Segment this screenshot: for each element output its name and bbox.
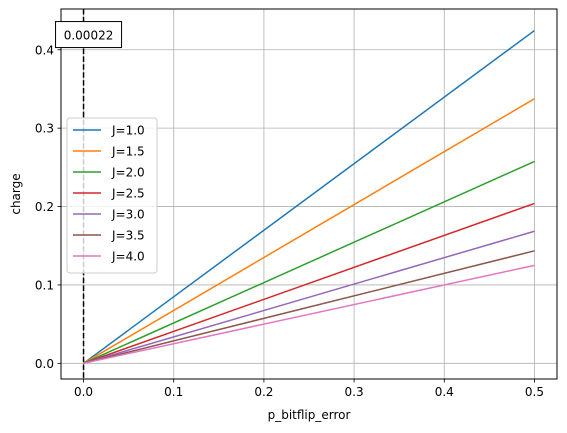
annotation-box: 0.00022 bbox=[55, 21, 123, 49]
y-tick-label: 0.4 bbox=[35, 43, 54, 57]
x-tick-label: 0.3 bbox=[345, 385, 364, 399]
y-tick-label: 0.2 bbox=[35, 200, 54, 214]
plot-frame bbox=[60, 8, 558, 380]
series-line-J=1.5 bbox=[83, 98, 535, 364]
y-tick-label: 0.3 bbox=[35, 122, 54, 136]
series-line-J=2.0 bbox=[83, 160, 535, 365]
x-tick-label: 0.2 bbox=[254, 385, 273, 399]
legend-label: J=1.0 bbox=[111, 124, 145, 138]
tick-layer: 0.0 0.1 0.2 0.3 0.4 0.5 0.0 0.1 0.2 0.3 0.4 bbox=[35, 43, 544, 399]
series-line-J=2.5 bbox=[83, 202, 535, 365]
y-tick-label: 0.1 bbox=[35, 278, 54, 292]
legend-label: J=3.0 bbox=[111, 208, 145, 222]
series-line-J=1.0 bbox=[83, 29, 535, 364]
x-axis-label: p_bitflip_error bbox=[268, 408, 351, 422]
legend: J=1.0 J=1.5 J=2.0 J=2.5 J=3.0 J=3.5 J=4.0 bbox=[66, 117, 158, 274]
annotation-frame bbox=[55, 21, 123, 49]
series-line-J=3.5 bbox=[83, 250, 535, 365]
legend-label: J=1.5 bbox=[111, 145, 145, 159]
legend-label: J=4.0 bbox=[111, 250, 145, 264]
series-line-J=4.0 bbox=[83, 264, 535, 365]
legend-label: J=2.0 bbox=[111, 166, 145, 180]
series-line-J=3.0 bbox=[83, 230, 535, 365]
legend-label: J=3.5 bbox=[111, 229, 145, 243]
x-tick-label: 0.1 bbox=[164, 385, 183, 399]
x-tick-label: 0.0 bbox=[74, 385, 93, 399]
grid-layer bbox=[61, 9, 557, 379]
legend-label: J=2.5 bbox=[111, 187, 145, 201]
x-tick-label: 0.4 bbox=[435, 385, 454, 399]
series-layer bbox=[83, 29, 535, 365]
annotation-text: 0.00022 bbox=[64, 29, 114, 43]
y-axis-label: charge bbox=[9, 173, 23, 214]
x-tick-label: 0.5 bbox=[525, 385, 544, 399]
y-tick-label: 0.0 bbox=[35, 357, 54, 371]
